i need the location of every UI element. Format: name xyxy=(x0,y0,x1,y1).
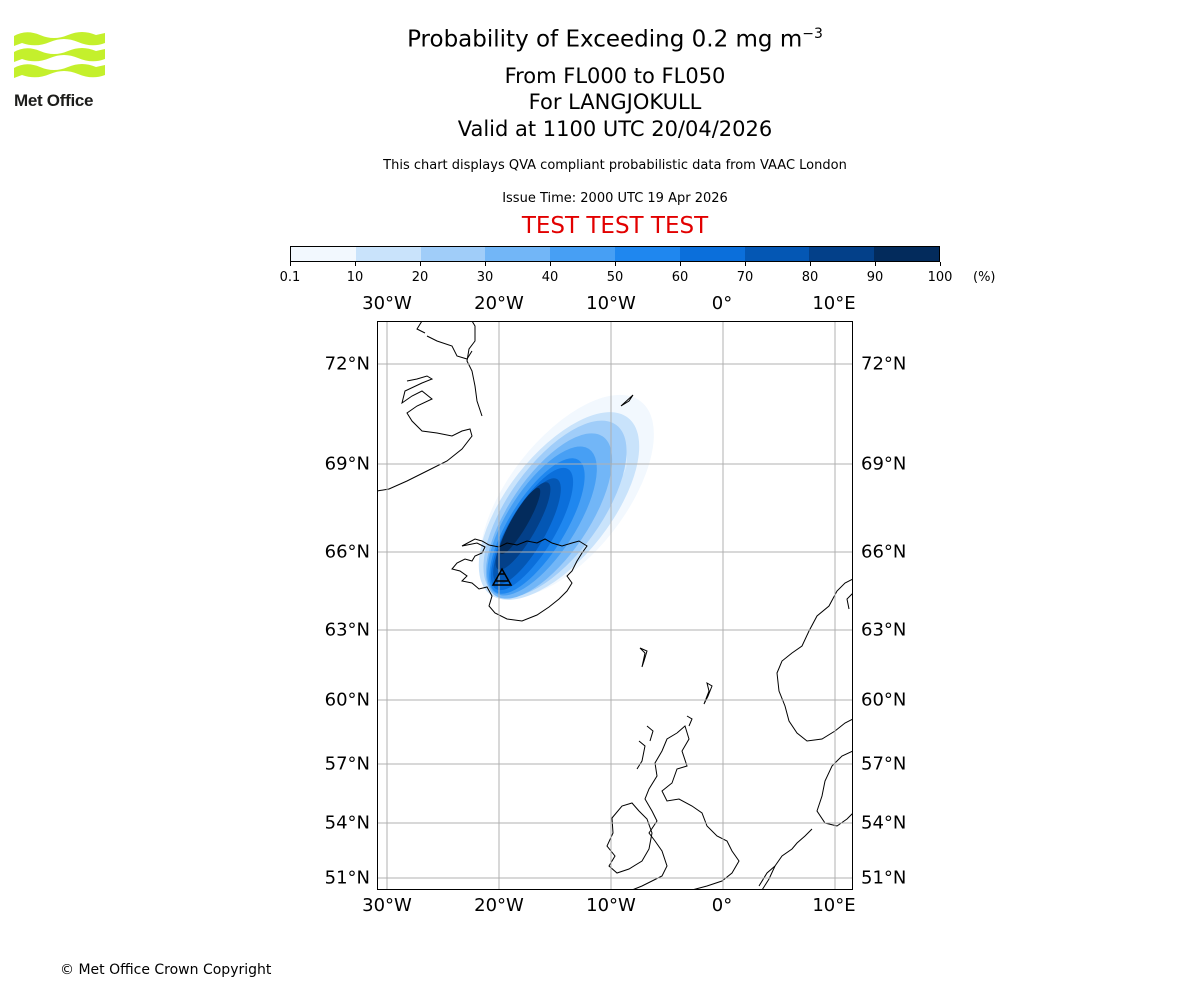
colorbar-tick xyxy=(289,262,291,266)
colorbar-segment xyxy=(485,247,551,261)
colorbar-segment xyxy=(809,247,875,261)
longitude-label: 20°W xyxy=(474,895,524,916)
colorbar-segment xyxy=(614,247,680,261)
colorbar-segment xyxy=(355,247,421,261)
colorbar-segment xyxy=(679,247,745,261)
latitude-label: 72°N xyxy=(324,353,370,375)
colorbar-tick xyxy=(354,262,356,266)
colorbar-tick-label: 60 xyxy=(671,270,689,285)
latitude-label: 66°N xyxy=(861,541,907,563)
colorbar-tick xyxy=(484,262,486,266)
graticule xyxy=(377,321,853,890)
map xyxy=(377,321,853,890)
colorbar-tick xyxy=(809,262,811,266)
longitude-label: 10°W xyxy=(586,895,636,916)
colorbar-tick-label: 70 xyxy=(736,270,754,285)
colorbar-tick-label: 40 xyxy=(541,270,559,285)
colorbar-segment xyxy=(874,247,939,261)
colorbar-segment xyxy=(420,247,486,261)
colorbar-tick-label: 10 xyxy=(346,270,364,285)
longitude-label: 10°E xyxy=(812,895,856,916)
latitude-label: 57°N xyxy=(324,753,370,775)
longitude-label: 30°W xyxy=(362,895,412,916)
colorbar-tick-label: 50 xyxy=(606,270,624,285)
latitude-label: 69°N xyxy=(861,453,907,475)
colorbar-tick-label: 90 xyxy=(866,270,884,285)
colorbar-tick xyxy=(874,262,876,266)
colorbar xyxy=(290,246,940,262)
latitude-label: 72°N xyxy=(861,353,907,375)
level-range: From FL000 to FL050 xyxy=(504,64,726,88)
latitude-label: 63°N xyxy=(324,619,370,641)
colorbar-tick xyxy=(419,262,421,266)
longitude-label: 10°W xyxy=(586,293,636,314)
latitude-label: 51°N xyxy=(324,867,370,889)
latitude-label: 66°N xyxy=(324,541,370,563)
latitude-label: 54°N xyxy=(861,812,907,834)
colorbar-segment xyxy=(744,247,810,261)
colorbar-tick xyxy=(549,262,551,266)
issue-time: Issue Time: 2000 UTC 19 Apr 2026 xyxy=(502,191,728,206)
valid-time: Valid at 1100 UTC 20/04/2026 xyxy=(457,117,773,141)
longitude-label: 0° xyxy=(711,895,733,916)
colorbar-segment xyxy=(291,247,356,261)
colorbar-segment xyxy=(550,247,615,261)
volcano-marker-icon xyxy=(491,567,513,586)
chart-title: Probability of Exceeding 0.2 mg m−3 xyxy=(407,26,823,53)
colorbar-tick-label: 80 xyxy=(801,270,819,285)
longitude-label: 10°E xyxy=(812,293,856,314)
colorbar-tick-label: 0.1 xyxy=(279,270,301,285)
latitude-label: 54°N xyxy=(324,812,370,834)
latitude-label: 60°N xyxy=(324,689,370,711)
met-office-logo xyxy=(14,32,105,78)
volcano-name: For LANGJOKULL xyxy=(528,90,702,114)
latitude-label: 63°N xyxy=(861,619,907,641)
longitude-label: 30°W xyxy=(362,293,412,314)
test-banner: TEST TEST TEST xyxy=(521,213,709,239)
colorbar-tick-label: 100 xyxy=(927,270,953,285)
ash-probability-plume xyxy=(478,394,654,600)
colorbar-tick-label: 30 xyxy=(476,270,494,285)
longitude-label: 20°W xyxy=(474,293,524,314)
copyright: © Met Office Crown Copyright xyxy=(60,962,272,978)
colorbar-tick xyxy=(939,262,941,266)
colorbar-unit: (%) xyxy=(973,270,996,285)
colorbar-tick-label: 20 xyxy=(411,270,429,285)
colorbar-tick xyxy=(614,262,616,266)
latitude-label: 69°N xyxy=(324,453,370,475)
latitude-label: 51°N xyxy=(861,867,907,889)
colorbar-tick xyxy=(744,262,746,266)
disclaimer: This chart displays QVA compliant probab… xyxy=(383,158,847,173)
logo-text: Met Office xyxy=(14,91,94,110)
latitude-label: 60°N xyxy=(861,689,907,711)
colorbar-tick xyxy=(679,262,681,266)
longitude-label: 0° xyxy=(711,293,733,314)
latitude-label: 57°N xyxy=(861,753,907,775)
